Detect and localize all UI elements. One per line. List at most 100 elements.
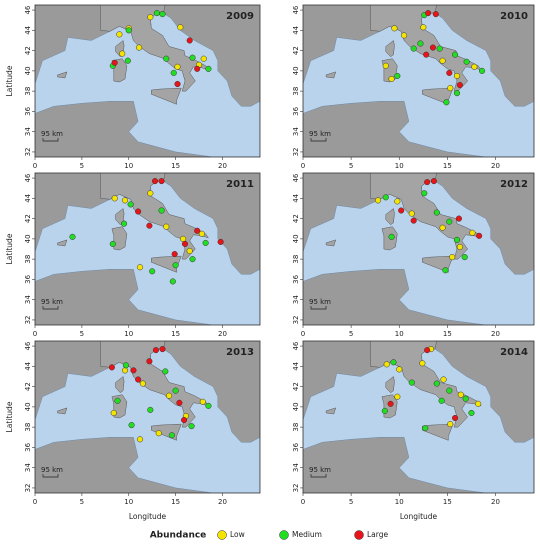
y-tick-label: 34 bbox=[292, 295, 300, 304]
site-point bbox=[153, 10, 160, 17]
x-tick-label: 5 bbox=[349, 330, 353, 338]
y-tick-label: 40 bbox=[24, 402, 32, 411]
site-point bbox=[471, 63, 478, 70]
site-point bbox=[439, 57, 446, 64]
map-area bbox=[35, 5, 260, 157]
y-tick-label: 46 bbox=[292, 341, 300, 350]
x-tick-label: 0 bbox=[301, 330, 305, 338]
site-point bbox=[478, 67, 486, 74]
y-tick-label: 36 bbox=[292, 106, 300, 115]
site-point bbox=[152, 347, 159, 354]
site-point bbox=[387, 400, 394, 407]
y-tick-label: 40 bbox=[24, 234, 32, 243]
x-tick-label: 5 bbox=[80, 330, 84, 338]
site-point bbox=[475, 400, 482, 407]
year-label: 2009 bbox=[226, 11, 254, 22]
x-tick-label: 15 bbox=[443, 162, 452, 170]
site-point bbox=[422, 425, 429, 432]
land-mass bbox=[151, 87, 182, 105]
site-point bbox=[408, 210, 415, 217]
year-label: 2013 bbox=[226, 347, 254, 358]
site-point bbox=[452, 414, 459, 422]
site-point bbox=[194, 65, 201, 72]
y-tick-label: 36 bbox=[292, 274, 300, 283]
site-point bbox=[449, 254, 456, 261]
sea bbox=[35, 348, 260, 493]
site-point bbox=[189, 256, 196, 263]
y-tick-label: 46 bbox=[292, 173, 300, 182]
site-point bbox=[447, 85, 454, 92]
scale-bar bbox=[310, 474, 327, 478]
site-point bbox=[169, 278, 176, 285]
map-area bbox=[303, 5, 534, 157]
site-point bbox=[476, 232, 483, 239]
land-mass bbox=[370, 173, 482, 260]
y-tick-label: 46 bbox=[24, 173, 32, 182]
x-tick-label: 5 bbox=[80, 498, 84, 506]
y-tick-label: 42 bbox=[24, 382, 32, 391]
x-tick-label: 15 bbox=[443, 330, 452, 338]
site-point bbox=[177, 24, 184, 31]
site-point bbox=[388, 75, 395, 83]
y-tick-label: 44 bbox=[292, 25, 300, 34]
site-point bbox=[436, 45, 443, 52]
site-point bbox=[457, 391, 464, 398]
scale-label: 95 km bbox=[41, 466, 63, 474]
site-point bbox=[124, 57, 131, 64]
land-mass bbox=[385, 40, 395, 58]
site-point bbox=[172, 262, 179, 269]
site-point bbox=[446, 69, 453, 76]
y-tick-label: 40 bbox=[24, 66, 32, 75]
y-tick-label: 32 bbox=[292, 315, 300, 324]
site-point bbox=[443, 99, 450, 106]
site-point bbox=[453, 72, 461, 79]
site-point bbox=[433, 380, 440, 387]
y-tick-label: 36 bbox=[24, 442, 32, 451]
site-point bbox=[127, 201, 134, 208]
site-point bbox=[394, 72, 401, 79]
site-point bbox=[423, 51, 430, 58]
y-tick-label: 44 bbox=[24, 361, 32, 370]
sea bbox=[35, 12, 260, 157]
legend-title: Abundance bbox=[150, 531, 207, 541]
site-point bbox=[136, 44, 143, 51]
site-point bbox=[147, 14, 154, 21]
site-point bbox=[424, 179, 431, 186]
sea bbox=[303, 12, 534, 157]
scale-bar bbox=[42, 474, 59, 478]
land-mass bbox=[57, 239, 68, 247]
land-mass bbox=[385, 376, 395, 394]
site-point bbox=[114, 397, 121, 404]
site-point bbox=[429, 44, 436, 51]
y-tick-label: 42 bbox=[292, 382, 300, 391]
site-point bbox=[121, 220, 128, 227]
y-tick-label: 42 bbox=[24, 46, 32, 55]
site-point bbox=[452, 51, 459, 58]
y-tick-label: 42 bbox=[292, 46, 300, 55]
map-area bbox=[35, 341, 260, 493]
site-point bbox=[202, 239, 209, 246]
site-point bbox=[188, 423, 195, 430]
site-point bbox=[69, 233, 76, 240]
site-point bbox=[425, 10, 432, 17]
scale-label: 95 km bbox=[309, 466, 331, 474]
site-point bbox=[136, 436, 144, 443]
land-mass bbox=[422, 423, 454, 441]
y-tick-label: 36 bbox=[24, 274, 32, 283]
site-point bbox=[432, 11, 439, 18]
site-point bbox=[455, 215, 462, 222]
y-tick-label: 46 bbox=[24, 341, 32, 350]
site-point bbox=[122, 362, 129, 369]
y-tick-label: 46 bbox=[292, 5, 300, 14]
site-point bbox=[462, 395, 469, 402]
site-point bbox=[381, 407, 388, 414]
site-point bbox=[199, 398, 206, 405]
site-point bbox=[439, 224, 446, 231]
site-point bbox=[446, 218, 453, 225]
site-point bbox=[110, 409, 117, 416]
sea bbox=[35, 180, 260, 325]
site-point bbox=[181, 240, 189, 247]
site-point bbox=[159, 11, 166, 18]
x-tick-label: 20 bbox=[218, 162, 227, 170]
